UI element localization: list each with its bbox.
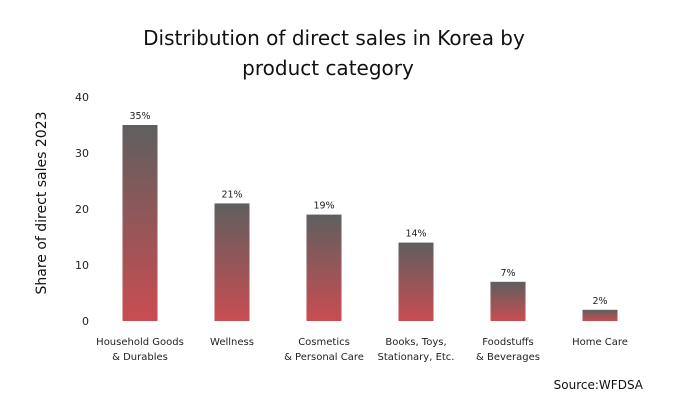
y-tick-label: 20	[75, 203, 89, 216]
data-label: 2%	[592, 296, 607, 307]
x-category-label: & Durables	[112, 352, 168, 363]
data-label: 14%	[405, 229, 426, 240]
x-category-label: & Personal Care	[284, 352, 364, 363]
y-tick-label: 40	[75, 91, 89, 104]
x-category-label: Stationary, Etc.	[378, 352, 455, 363]
y-tick-label: 10	[75, 259, 89, 272]
y-tick-label: 0	[82, 315, 89, 328]
data-label: 21%	[221, 189, 242, 200]
data-label: 7%	[500, 268, 515, 279]
bar	[122, 125, 158, 321]
bar	[306, 214, 342, 321]
x-category-label: Books, Toys,	[385, 337, 446, 348]
bar	[490, 281, 526, 321]
bars	[122, 125, 618, 321]
chart-title-line-1: Distribution of direct sales in Korea by	[143, 26, 525, 50]
x-category-label: Home Care	[572, 337, 628, 348]
data-label: 35%	[129, 111, 150, 122]
x-category-label: Cosmetics	[298, 337, 350, 348]
bar	[398, 242, 434, 321]
y-axis-label: Share of direct sales 2023	[34, 111, 50, 294]
x-category-label: Foodstuffs	[482, 337, 534, 348]
data-labels: 35% 21% 19% 14% 7% 2%	[129, 111, 607, 307]
data-label: 19%	[313, 201, 334, 212]
chart-title-line-2: product category	[242, 56, 414, 80]
y-axis-ticks: 0 10 20 30 40	[75, 91, 89, 328]
bar	[582, 309, 618, 321]
x-axis-categories: Household Goods & Durables Wellness Cosmeti…	[96, 337, 628, 363]
x-category-label: Wellness	[210, 337, 254, 348]
bar	[214, 203, 250, 321]
x-category-label: & Beverages	[476, 352, 540, 363]
y-tick-label: 30	[75, 147, 89, 160]
x-category-label: Household Goods	[96, 337, 184, 348]
source-note: Source:WFDSA	[554, 378, 644, 392]
